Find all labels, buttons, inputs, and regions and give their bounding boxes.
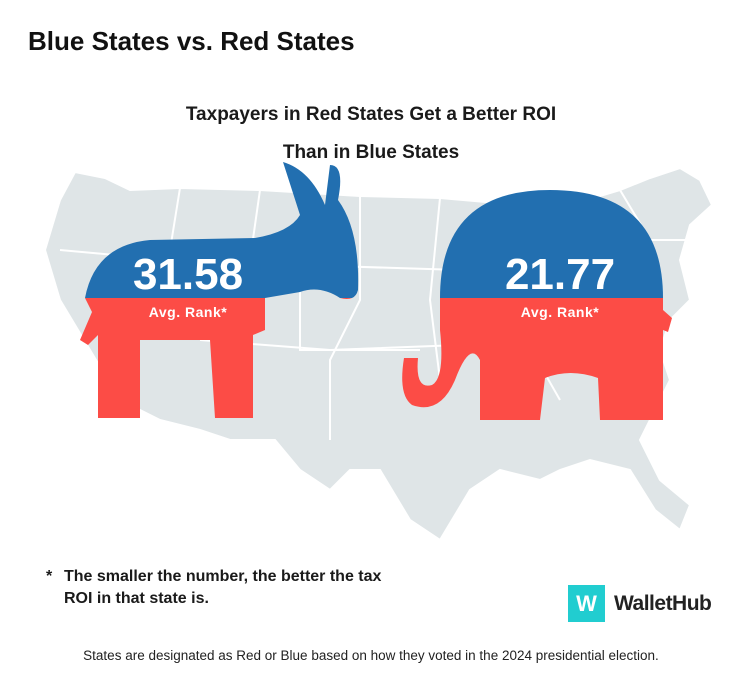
logo-mark: W	[568, 585, 605, 622]
subtitle: Taxpayers in Red States Get a Better ROI…	[0, 96, 742, 172]
footnote-text: The smaller the number, the better the t…	[64, 568, 382, 607]
page-title: Blue States vs. Red States	[28, 26, 355, 56]
red-avg-rank-value: 21.77	[504, 250, 616, 299]
subtitle-line-1: Taxpayers in Red States Get a Better ROI	[185, 104, 557, 125]
footnote-marker: *	[46, 568, 53, 585]
subtitle-line-2: Than in Blue States	[282, 142, 460, 163]
logo-name: WalletHub	[614, 591, 712, 615]
blue-avg-rank-label: Avg. Rank*	[148, 304, 228, 320]
footer-note: States are designated as Red or Blue bas…	[83, 648, 659, 663]
red-avg-rank-label: Avg. Rank*	[520, 304, 600, 320]
wallethub-logo: W WalletHub	[568, 585, 712, 622]
blue-avg-rank-value: 31.58	[132, 250, 244, 299]
footnote: * The smaller the number, the better the…	[46, 566, 394, 610]
